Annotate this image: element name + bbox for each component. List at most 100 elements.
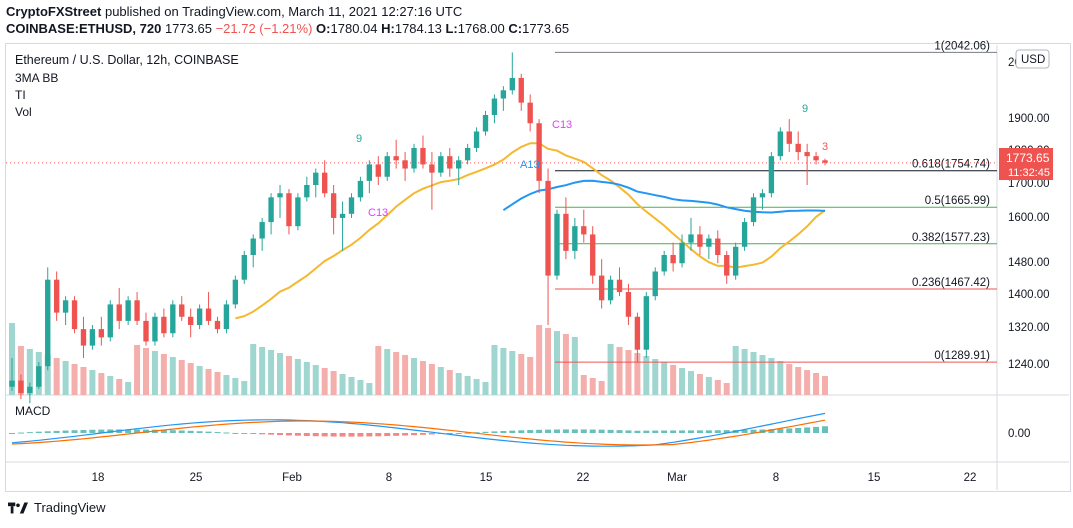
candle-body xyxy=(125,300,131,321)
candle-body xyxy=(179,304,185,317)
macd-histogram-bar xyxy=(580,429,587,433)
time-tick-label: 22 xyxy=(577,472,590,484)
candle-body xyxy=(482,115,489,132)
candle-body xyxy=(98,329,105,338)
candle-body xyxy=(393,156,399,161)
candle-body xyxy=(795,143,801,153)
macd-histogram-bar xyxy=(268,433,275,435)
candle-body xyxy=(616,279,623,293)
volume-bar xyxy=(330,371,337,395)
macd-line xyxy=(11,412,826,447)
candle-body xyxy=(759,193,766,198)
fib-level-label: 0.618(1754.74) xyxy=(912,159,990,171)
legend-3ma-bb[interactable]: 3MA BB xyxy=(15,71,59,85)
volume-bar xyxy=(616,347,623,395)
macd-histogram-bar xyxy=(196,431,203,433)
volume-bar xyxy=(294,359,301,395)
macd-histogram-bar xyxy=(705,430,712,433)
candle-body xyxy=(679,242,685,264)
legend-ti[interactable]: TI xyxy=(15,88,26,102)
candle-body xyxy=(62,300,69,313)
candle-body xyxy=(143,320,149,342)
volume-bar xyxy=(339,374,346,395)
time-tick-label: 15 xyxy=(868,472,881,484)
volume-bar xyxy=(804,370,811,395)
volume-bar xyxy=(241,381,248,395)
candle-body xyxy=(670,255,676,264)
volume-bar xyxy=(134,345,141,395)
volume-bar xyxy=(705,377,712,395)
candle-body xyxy=(89,329,96,346)
macd-histogram-bar xyxy=(143,429,150,433)
macd-histogram-bar xyxy=(419,433,426,435)
macd-histogram-bar xyxy=(786,428,793,433)
fib-level-label: 0.236(1467.42) xyxy=(912,277,990,289)
macd-histogram-bar xyxy=(357,433,364,437)
candle-body xyxy=(473,131,480,148)
tradingview-footer[interactable]: TradingView xyxy=(8,500,106,515)
candle-body xyxy=(652,271,658,297)
candle-body xyxy=(384,156,390,177)
time-tick-label: 22 xyxy=(964,472,977,484)
macd-histogram-bar xyxy=(822,426,828,433)
volume-bar xyxy=(196,366,203,395)
macd-histogram-bar xyxy=(643,430,650,433)
td-annotation: C13 xyxy=(552,119,572,131)
time-tick-label: 8 xyxy=(773,472,779,484)
volume-bar xyxy=(473,379,480,395)
volume-bar xyxy=(402,355,409,395)
candle-body xyxy=(661,255,667,272)
macd-histogram-bar xyxy=(205,431,212,433)
macd-histogram-bar xyxy=(795,427,802,433)
volume-bar xyxy=(759,355,766,395)
volume-bar xyxy=(419,361,426,395)
macd-histogram-bar xyxy=(696,430,703,433)
volume-bar xyxy=(98,373,105,395)
change: −21.72 (−1.21%) xyxy=(215,21,313,36)
candle-body xyxy=(724,255,730,276)
time-tick-label: Feb xyxy=(282,472,302,484)
macd-histogram-bar xyxy=(777,428,784,433)
macd-histogram-bar xyxy=(464,432,471,434)
volume-bar xyxy=(545,328,552,395)
candle-body xyxy=(786,131,792,144)
volume-bar xyxy=(151,351,158,395)
candle-body xyxy=(572,226,578,251)
volume-bar xyxy=(571,337,578,395)
volume-bar xyxy=(277,353,284,395)
candle-body xyxy=(697,234,703,247)
macd-histogram-bar xyxy=(804,427,811,433)
macd-histogram-bar xyxy=(616,430,623,433)
chart-frame[interactable] xyxy=(5,43,1071,492)
candle-body xyxy=(634,316,641,350)
volume-bar xyxy=(491,345,498,395)
signal-line xyxy=(11,419,826,446)
volume-bar xyxy=(411,358,418,395)
volume-bar xyxy=(89,370,96,395)
volume-bar xyxy=(777,361,784,395)
volume-bar xyxy=(71,364,78,395)
legend-vol[interactable]: Vol xyxy=(15,105,32,119)
volume-bar xyxy=(80,367,87,395)
volume-bar xyxy=(285,356,292,395)
volume-bar xyxy=(553,331,560,395)
candle-body xyxy=(268,197,274,223)
price-tick-label: 1700.00 xyxy=(1008,178,1050,190)
macd-histogram-bar xyxy=(107,429,114,433)
volume-bar xyxy=(44,355,51,395)
fib-level-label: 1(2042.06) xyxy=(934,40,990,52)
legend-macd[interactable]: MACD xyxy=(15,404,51,418)
candle-body xyxy=(27,386,33,393)
macd-histogram-bar xyxy=(687,430,694,433)
publisher-name: CryptoFXStreet xyxy=(6,4,102,19)
symbol: COINBASE:ETHUSD, 720 xyxy=(6,21,162,36)
macd-histogram-bar xyxy=(750,429,757,433)
macd-histogram-bar xyxy=(741,429,748,433)
volume-bar xyxy=(160,354,167,395)
volume-bar xyxy=(679,368,686,395)
candle-body xyxy=(313,172,319,185)
volume-bar xyxy=(26,349,33,395)
candle-body xyxy=(598,275,605,301)
candle-body xyxy=(375,164,381,177)
